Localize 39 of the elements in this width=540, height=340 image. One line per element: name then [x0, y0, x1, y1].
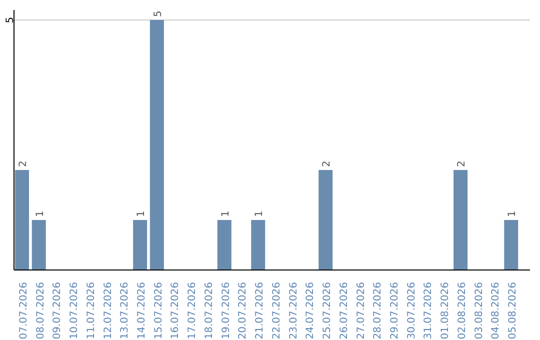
- x-tick-label: 13.07.2026: [120, 282, 131, 340]
- x-tick-label: 19.07.2026: [220, 282, 232, 340]
- x-tick-label: 17.07.2026: [187, 282, 198, 340]
- x-tick-label: 11.07.2026: [86, 282, 97, 340]
- x-tick-label: 16.07.2026: [170, 282, 182, 340]
- x-tick-label: 22.07.2026: [271, 282, 282, 340]
- x-tick-label: 14.07.2026: [136, 282, 148, 340]
- data-label: 2: [18, 160, 29, 167]
- x-tick-label: 20.07.2026: [238, 282, 249, 340]
- x-tick-label: 01.08.2026: [440, 282, 452, 340]
- x-tick-label: 27.07.2026: [356, 282, 367, 340]
- x-tick-label: 03.08.2026: [474, 282, 485, 340]
- x-tick-label: 09.07.2026: [52, 282, 64, 340]
- x-tick-label: 30.07.2026: [406, 282, 418, 340]
- data-label: 1: [254, 210, 266, 217]
- x-tick-label: 21.07.2026: [254, 282, 266, 340]
- x-tick-label: 07.07.2026: [18, 282, 30, 340]
- x-tick-label: 08.07.2026: [35, 282, 46, 340]
- x-tick-label: 04.08.2026: [490, 282, 502, 340]
- x-tick-label: 26.07.2026: [338, 282, 350, 340]
- x-tick-label: 23.07.2026: [288, 282, 300, 340]
- x-tick-label: 02.08.2026: [456, 282, 468, 340]
- x-tick-label: 29.07.2026: [390, 282, 400, 340]
- x-tick-label: 15.07.2026: [153, 282, 164, 340]
- x-tick-label: 10.07.2026: [69, 282, 80, 340]
- x-tick-label: 28.07.2026: [372, 282, 384, 340]
- x-tick-label: 31.07.2026: [423, 282, 434, 340]
- data-label: 1: [34, 210, 46, 217]
- x-tick-label: 24.07.2026: [305, 282, 316, 340]
- x-tick-label: 18.07.2026: [204, 282, 215, 340]
- data-label: 2: [322, 160, 333, 167]
- x-tick-label: 05.08.2026: [508, 282, 519, 340]
- data-label: 1: [507, 210, 518, 217]
- x-tick-label: 25.07.2026: [322, 282, 334, 340]
- data-label: 5: [152, 10, 164, 17]
- x-tick-label: 12.07.2026: [102, 282, 114, 340]
- data-label: 1: [220, 210, 232, 217]
- data-label: 2: [456, 160, 468, 167]
- data-label: 1: [136, 210, 148, 217]
